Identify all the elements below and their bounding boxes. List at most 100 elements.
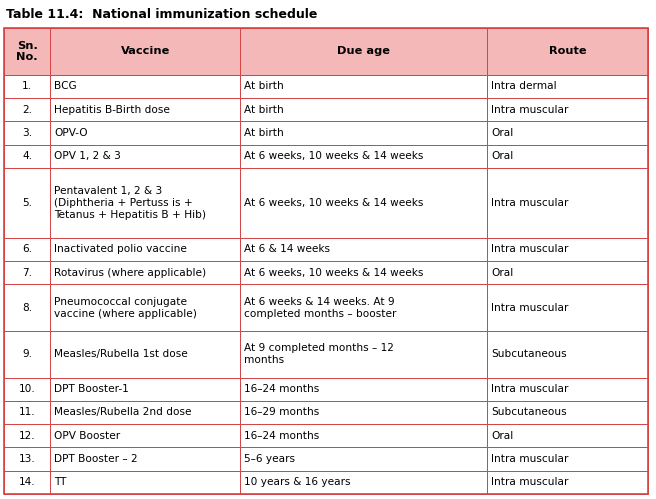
Text: Subcutaneous: Subcutaneous xyxy=(491,349,567,359)
FancyBboxPatch shape xyxy=(4,448,51,471)
Text: Due age: Due age xyxy=(337,46,390,56)
Text: Table 11.4:  National immunization schedule: Table 11.4: National immunization schedu… xyxy=(6,7,318,20)
FancyBboxPatch shape xyxy=(240,471,487,494)
Text: At birth: At birth xyxy=(244,128,284,138)
FancyBboxPatch shape xyxy=(487,28,648,74)
FancyBboxPatch shape xyxy=(51,168,240,238)
Text: OPV-O: OPV-O xyxy=(54,128,88,138)
FancyBboxPatch shape xyxy=(240,448,487,471)
Text: 3.: 3. xyxy=(22,128,32,138)
FancyBboxPatch shape xyxy=(240,284,487,331)
FancyBboxPatch shape xyxy=(4,378,51,401)
Text: DPT Booster-1: DPT Booster-1 xyxy=(54,384,129,394)
FancyBboxPatch shape xyxy=(4,424,51,448)
Text: 16–24 months: 16–24 months xyxy=(244,431,319,441)
FancyBboxPatch shape xyxy=(51,471,240,494)
Text: Intra muscular: Intra muscular xyxy=(491,245,568,254)
FancyBboxPatch shape xyxy=(487,448,648,471)
Text: 5–6 years: 5–6 years xyxy=(244,454,295,464)
Text: Oral: Oral xyxy=(491,431,513,441)
Text: At 6 weeks, 10 weeks & 14 weeks: At 6 weeks, 10 weeks & 14 weeks xyxy=(244,267,424,277)
FancyBboxPatch shape xyxy=(240,331,487,378)
FancyBboxPatch shape xyxy=(487,98,648,121)
Text: Pneumococcal conjugate
vaccine (where applicable): Pneumococcal conjugate vaccine (where ap… xyxy=(54,296,197,318)
FancyBboxPatch shape xyxy=(487,121,648,145)
FancyBboxPatch shape xyxy=(487,401,648,424)
Text: At 6 weeks, 10 weeks & 14 weeks: At 6 weeks, 10 weeks & 14 weeks xyxy=(244,198,424,208)
FancyBboxPatch shape xyxy=(51,401,240,424)
Text: 16–29 months: 16–29 months xyxy=(244,408,319,418)
FancyBboxPatch shape xyxy=(487,168,648,238)
Text: Route: Route xyxy=(548,46,586,56)
FancyBboxPatch shape xyxy=(240,145,487,168)
Text: OPV Booster: OPV Booster xyxy=(54,431,121,441)
Text: Sn.
No.: Sn. No. xyxy=(16,40,38,62)
Text: Measles/Rubella 1st dose: Measles/Rubella 1st dose xyxy=(54,349,188,359)
FancyBboxPatch shape xyxy=(240,168,487,238)
FancyBboxPatch shape xyxy=(240,28,487,74)
FancyBboxPatch shape xyxy=(51,28,240,74)
Text: 14.: 14. xyxy=(19,478,35,488)
FancyBboxPatch shape xyxy=(51,261,240,284)
FancyBboxPatch shape xyxy=(487,471,648,494)
Text: OPV 1, 2 & 3: OPV 1, 2 & 3 xyxy=(54,151,121,161)
FancyBboxPatch shape xyxy=(487,261,648,284)
FancyBboxPatch shape xyxy=(487,331,648,378)
Text: 9.: 9. xyxy=(22,349,32,359)
Text: 12.: 12. xyxy=(19,431,35,441)
Text: Measles/Rubella 2nd dose: Measles/Rubella 2nd dose xyxy=(54,408,192,418)
Text: 13.: 13. xyxy=(19,454,35,464)
FancyBboxPatch shape xyxy=(240,261,487,284)
FancyBboxPatch shape xyxy=(51,145,240,168)
FancyBboxPatch shape xyxy=(487,74,648,98)
FancyBboxPatch shape xyxy=(51,238,240,261)
FancyBboxPatch shape xyxy=(4,238,51,261)
FancyBboxPatch shape xyxy=(4,331,51,378)
FancyBboxPatch shape xyxy=(240,378,487,401)
Text: At birth: At birth xyxy=(244,81,284,91)
FancyBboxPatch shape xyxy=(240,238,487,261)
Text: Intra muscular: Intra muscular xyxy=(491,105,568,115)
FancyBboxPatch shape xyxy=(4,121,51,145)
FancyBboxPatch shape xyxy=(487,378,648,401)
Text: Intra muscular: Intra muscular xyxy=(491,454,568,464)
FancyBboxPatch shape xyxy=(4,261,51,284)
Text: Rotavirus (where applicable): Rotavirus (where applicable) xyxy=(54,267,207,277)
Text: TT: TT xyxy=(54,478,67,488)
FancyBboxPatch shape xyxy=(240,424,487,448)
FancyBboxPatch shape xyxy=(487,145,648,168)
Text: Vaccine: Vaccine xyxy=(121,46,170,56)
FancyBboxPatch shape xyxy=(4,471,51,494)
Text: At 6 weeks & 14 weeks. At 9
completed months – booster: At 6 weeks & 14 weeks. At 9 completed mo… xyxy=(244,296,397,318)
FancyBboxPatch shape xyxy=(487,238,648,261)
FancyBboxPatch shape xyxy=(487,284,648,331)
FancyBboxPatch shape xyxy=(240,121,487,145)
Text: 10 years & 16 years: 10 years & 16 years xyxy=(244,478,351,488)
Text: 10.: 10. xyxy=(19,384,35,394)
Text: 4.: 4. xyxy=(22,151,32,161)
FancyBboxPatch shape xyxy=(4,98,51,121)
FancyBboxPatch shape xyxy=(240,98,487,121)
Text: DPT Booster – 2: DPT Booster – 2 xyxy=(54,454,138,464)
Text: 11.: 11. xyxy=(19,408,35,418)
Text: 1.: 1. xyxy=(22,81,32,91)
Text: Oral: Oral xyxy=(491,267,513,277)
Text: 6.: 6. xyxy=(22,245,32,254)
Text: Intra muscular: Intra muscular xyxy=(491,478,568,488)
FancyBboxPatch shape xyxy=(487,424,648,448)
FancyBboxPatch shape xyxy=(4,401,51,424)
FancyBboxPatch shape xyxy=(4,28,51,74)
FancyBboxPatch shape xyxy=(240,401,487,424)
FancyBboxPatch shape xyxy=(51,284,240,331)
Text: Hepatitis B-Birth dose: Hepatitis B-Birth dose xyxy=(54,105,171,115)
Text: Oral: Oral xyxy=(491,128,513,138)
Text: 2.: 2. xyxy=(22,105,32,115)
FancyBboxPatch shape xyxy=(51,424,240,448)
FancyBboxPatch shape xyxy=(51,331,240,378)
Text: At 6 weeks, 10 weeks & 14 weeks: At 6 weeks, 10 weeks & 14 weeks xyxy=(244,151,424,161)
Text: 8.: 8. xyxy=(22,302,32,312)
Text: BCG: BCG xyxy=(54,81,77,91)
FancyBboxPatch shape xyxy=(51,121,240,145)
Text: At 9 completed months – 12
months: At 9 completed months – 12 months xyxy=(244,343,394,365)
Text: At 6 & 14 weeks: At 6 & 14 weeks xyxy=(244,245,331,254)
